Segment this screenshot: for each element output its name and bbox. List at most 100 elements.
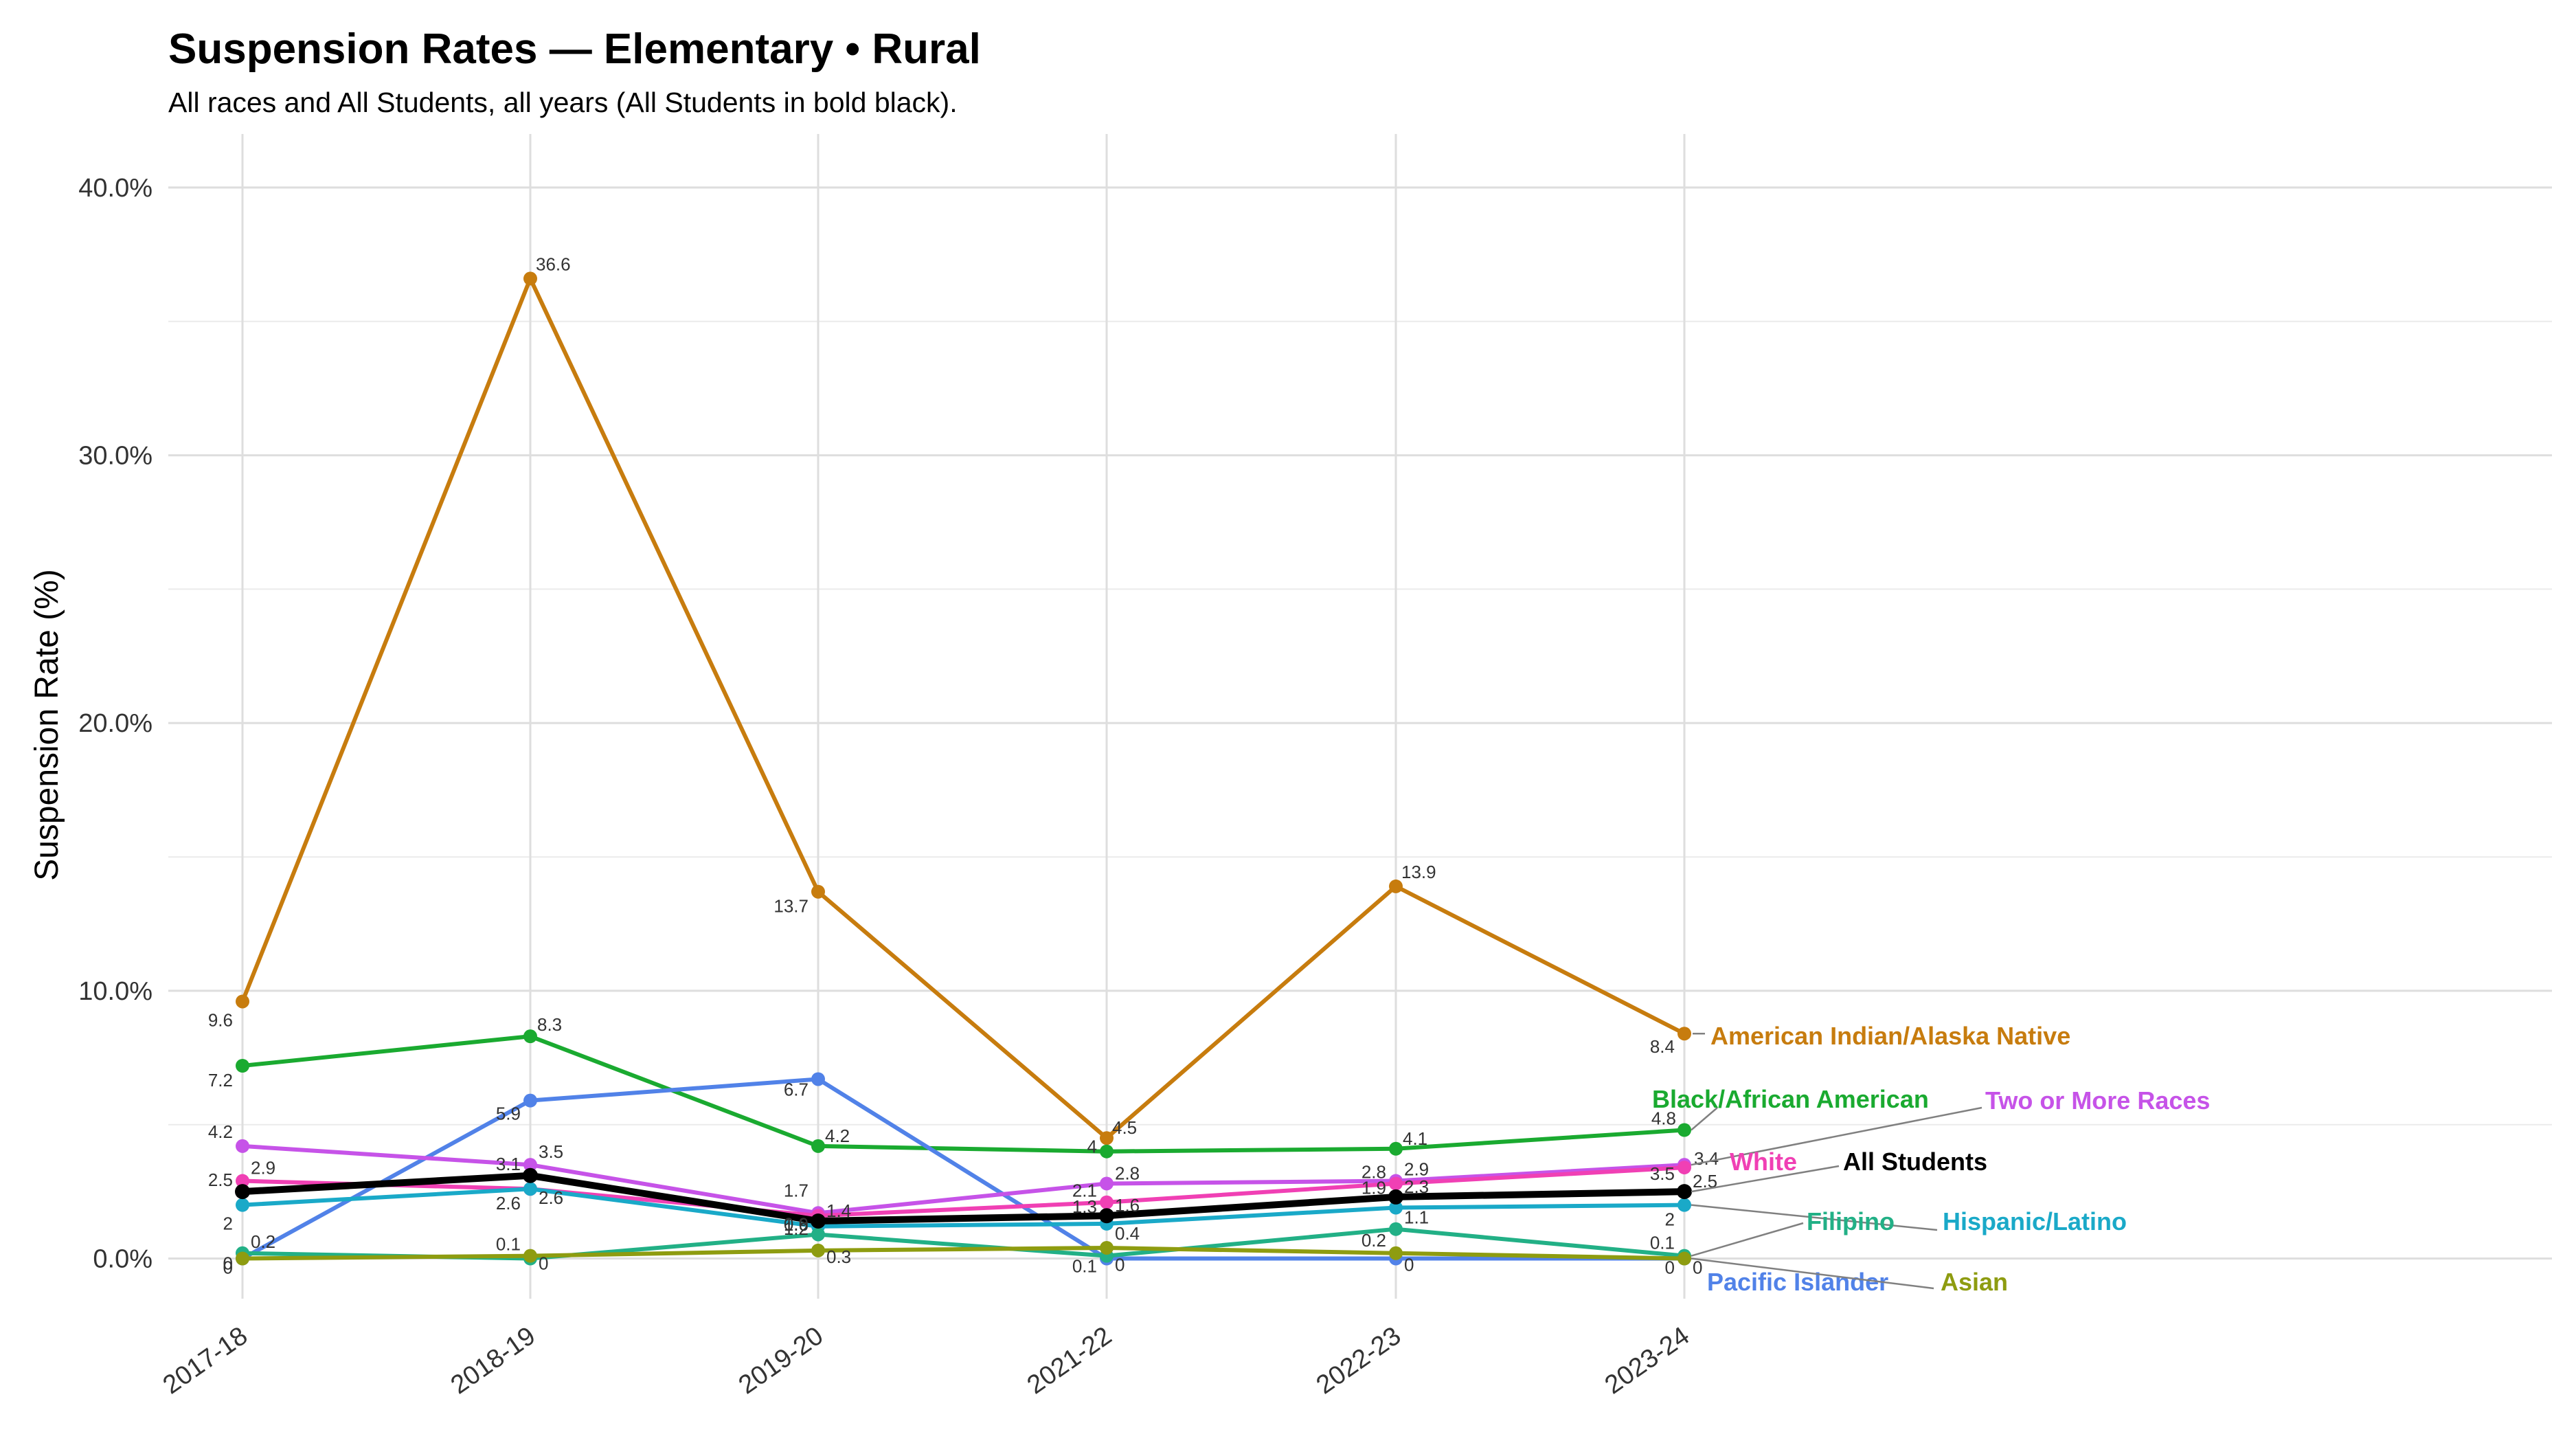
point-label: 2.6 [496,1193,521,1213]
x-tick-label: 2018-19 [446,1321,541,1400]
point-label: 8.4 [1650,1036,1675,1057]
point-label: 0 [1115,1255,1125,1275]
data-point [1677,1251,1691,1266]
data-point [523,1249,537,1263]
x-tick-label: 2017-18 [158,1321,253,1400]
point-label: 0 [223,1257,233,1278]
data-point [236,1174,249,1188]
leader-line [1691,1257,1934,1290]
leader-line [1691,1165,1840,1193]
point-label: 0.1 [1650,1233,1675,1253]
data-point [523,271,537,286]
x-tick-label: 2022-23 [1311,1321,1406,1400]
data-point [236,1139,249,1153]
grid-layer [168,134,2552,1299]
series-line [240,1077,1686,1261]
point-label: 2.9 [1404,1159,1429,1180]
data-point [523,1029,537,1044]
series-end-label: Two or More Races [1985,1086,2210,1115]
series-end-label: Filipino [1807,1207,1895,1235]
point-label: 2.9 [251,1158,275,1178]
leader-line [1691,1106,1982,1166]
series-layer [235,271,1692,1266]
chart-title: Suspension Rates — Elementary • Rural [168,25,981,73]
point-label: 0 [1404,1255,1414,1275]
point-label-layer: 9.6 36.6 13.7 4.5 13.9 8.4 7.2 8.3 4.2 4 4.1 4.8 0 5.… [208,254,1719,1277]
series-end-label: Asian [1941,1268,2008,1296]
point-label: 36.6 [536,254,571,274]
data-point [236,1198,249,1212]
point-label: 4.5 [1112,1117,1137,1138]
point-label: 2 [223,1213,233,1234]
data-point [1389,1200,1403,1215]
point-label: 2.6 [539,1187,563,1208]
data-point [523,1093,537,1108]
data-point [1099,1208,1114,1224]
point-label: 0.2 [1362,1230,1386,1251]
point-label: 2.8 [1115,1163,1140,1183]
point-label: 0 [223,1253,233,1274]
data-point [1389,1222,1403,1236]
series-line [240,1187,1686,1229]
data-point [1389,1141,1403,1156]
data-point [811,1072,825,1086]
point-label: 0.1 [496,1234,521,1255]
data-point [1677,1184,1692,1200]
point-label: 5.9 [496,1104,521,1124]
point-label: 1.4 [826,1200,851,1221]
point-label: 1.6 [784,1214,809,1235]
y-tick-label: 40.0% [78,174,152,203]
point-label: 0 [1693,1257,1702,1278]
series-line [240,1165,1686,1218]
data-point [523,1158,537,1172]
chart-subtitle: All races and All Students, all years (A… [168,87,958,118]
data-point [1100,1144,1114,1159]
series-end-label: American Indian/Alaska Native [1710,1022,2070,1050]
data-point [236,1251,249,1266]
leader-line [1691,1107,1718,1131]
point-label: 0.9 [784,1213,809,1234]
y-tick-label: 10.0% [78,977,152,1006]
point-label: 1.7 [784,1180,809,1200]
data-point [523,1182,537,1196]
point-label: 13.7 [773,896,809,917]
series-line [240,276,1686,1141]
point-label: 1.2 [784,1218,809,1239]
data-point [1100,1195,1114,1209]
data-point [236,1059,249,1073]
point-label: 0.2 [251,1231,275,1252]
point-label: 4.1 [1403,1128,1427,1149]
point-label: 4.2 [825,1126,850,1146]
data-point [235,1184,250,1200]
data-point [1389,879,1403,893]
data-point [1388,1189,1403,1205]
data-point [811,1227,825,1242]
point-label: 0.1 [1072,1256,1097,1277]
point-label: 3.5 [1650,1163,1675,1184]
point-label: 0 [1665,1257,1675,1278]
point-label: 6.7 [784,1079,809,1099]
series-end-label: White [1730,1148,1797,1176]
data-point [811,884,825,899]
data-point [1677,1161,1691,1175]
series-end-label: All Students [1843,1148,1987,1176]
series-end-label: Black/African American [1652,1085,1929,1113]
x-tick-label: 2021-22 [1022,1321,1117,1400]
x-tick-label: 2023-24 [1600,1321,1695,1400]
point-label: 2.8 [1362,1161,1386,1182]
data-point [523,1167,538,1183]
data-point [811,1213,826,1229]
series-line [239,1172,1688,1224]
axis-layer: 0.0%10.0%20.0%30.0%40.0%2017-18 2018-19 20… [29,174,1695,1400]
y-tick-label: 30.0% [78,442,152,471]
point-label: 1.1 [1404,1207,1429,1228]
data-point [1677,1198,1691,1212]
series-label-layer: American Indian/Alaska Native Black/Afric… [1652,1022,2210,1296]
data-point [1100,1240,1114,1255]
series-end-label: Hispanic/Latino [1943,1207,2127,1235]
point-label: 4.2 [208,1121,233,1142]
data-point [1677,1027,1691,1041]
leader-line [1691,1204,1938,1231]
data-point [236,994,249,1009]
